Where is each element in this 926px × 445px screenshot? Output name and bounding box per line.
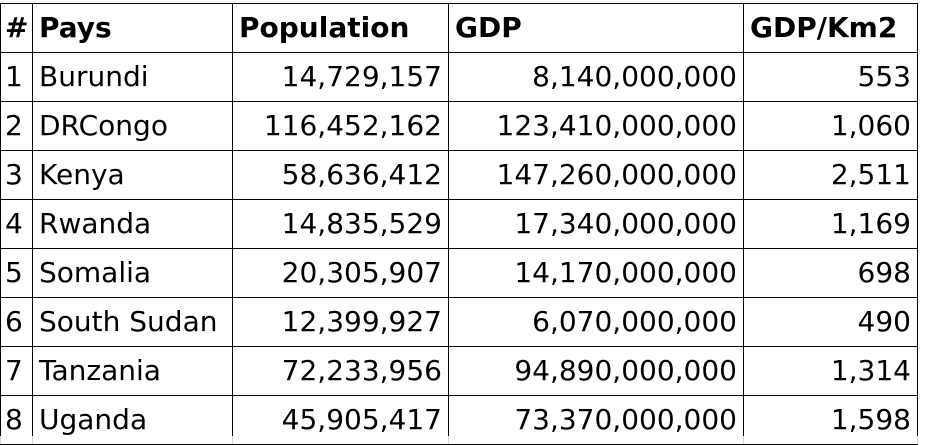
cell-population[interactable]: 58,636,412 — [232, 150, 449, 200]
cell-population[interactable]: 20,305,907 — [232, 248, 449, 298]
cell-gdp[interactable]: 17,340,000,000 — [448, 199, 744, 249]
country-table: # Pays Population GDP GDP/Km2 1 Burundi 14… — [0, 3, 918, 445]
cell-pays[interactable]: Tanzania — [32, 346, 233, 396]
cell-gdp-km2[interactable]: 553 — [743, 52, 918, 102]
empty-row — [0, 436, 918, 444]
cell-population[interactable]: 14,835,529 — [232, 199, 449, 249]
table-row: 3 Kenya 58,636,412 147,260,000,000 2,511 — [0, 150, 918, 200]
table-row: 6 South Sudan 12,399,927 6,070,000,000 490 — [0, 297, 918, 347]
table-row: 4 Rwanda 14,835,529 17,340,000,000 1,169 — [0, 199, 918, 249]
cell-gdp[interactable]: 147,260,000,000 — [448, 150, 744, 200]
cell-pays[interactable]: DRCongo — [32, 101, 233, 151]
table-row: 2 DRCongo 116,452,162 123,410,000,000 1,060 — [0, 101, 918, 151]
cell-pays[interactable]: Rwanda — [32, 199, 233, 249]
cell-index[interactable]: 1 — [0, 52, 33, 102]
cell-population[interactable]: 116,452,162 — [232, 101, 449, 151]
table-row: 8 Uganda 45,905,417 73,370,000,000 1,598 — [0, 395, 918, 445]
cell-index[interactable]: 4 — [0, 199, 33, 249]
cell-population[interactable]: 14,729,157 — [232, 52, 449, 102]
cell-gdp[interactable]: 14,170,000,000 — [448, 248, 744, 298]
cell-index[interactable]: 6 — [0, 297, 33, 347]
cell-gdp[interactable]: 123,410,000,000 — [448, 101, 744, 151]
cell-population[interactable]: 72,233,956 — [232, 346, 449, 396]
cell-index[interactable]: 8 — [0, 395, 33, 445]
cell-gdp-km2[interactable]: 1,169 — [743, 199, 918, 249]
table-row: 1 Burundi 14,729,157 8,140,000,000 553 — [0, 52, 918, 102]
header-cell-index[interactable]: # — [0, 3, 33, 53]
header-cell-pays[interactable]: Pays — [32, 3, 233, 53]
header-row: # Pays Population GDP GDP/Km2 — [0, 3, 918, 53]
cell-gdp[interactable]: 94,890,000,000 — [448, 346, 744, 396]
cell-gdp-km2[interactable]: 1,314 — [743, 346, 918, 396]
cell-pays[interactable]: South Sudan — [32, 297, 233, 347]
table-row: 7 Tanzania 72,233,956 94,890,000,000 1,314 — [0, 346, 918, 396]
cell-gdp-km2[interactable]: 698 — [743, 248, 918, 298]
cell-index[interactable]: 5 — [0, 248, 33, 298]
cell-index[interactable]: 2 — [0, 101, 33, 151]
cell-index[interactable]: 7 — [0, 346, 33, 396]
cell-population[interactable]: 12,399,927 — [232, 297, 449, 347]
cell-gdp-km2[interactable]: 490 — [743, 297, 918, 347]
cell-pays[interactable]: Burundi — [32, 52, 233, 102]
cell-pays[interactable]: Uganda — [32, 395, 233, 445]
cell-gdp[interactable]: 8,140,000,000 — [448, 52, 744, 102]
cell-pays[interactable]: Kenya — [32, 150, 233, 200]
cell-index[interactable]: 3 — [0, 150, 33, 200]
cell-gdp[interactable]: 6,070,000,000 — [448, 297, 744, 347]
cell-gdp-km2[interactable]: 1,060 — [743, 101, 918, 151]
cell-pays[interactable]: Somalia — [32, 248, 233, 298]
header-cell-gdp[interactable]: GDP — [448, 3, 744, 53]
table-row: 5 Somalia 20,305,907 14,170,000,000 698 — [0, 248, 918, 298]
cell-gdp-km2[interactable]: 2,511 — [743, 150, 918, 200]
cell-gdp[interactable]: 73,370,000,000 — [448, 395, 744, 445]
header-cell-population[interactable]: Population — [232, 3, 449, 53]
header-cell-gdp-km2[interactable]: GDP/Km2 — [743, 3, 918, 53]
